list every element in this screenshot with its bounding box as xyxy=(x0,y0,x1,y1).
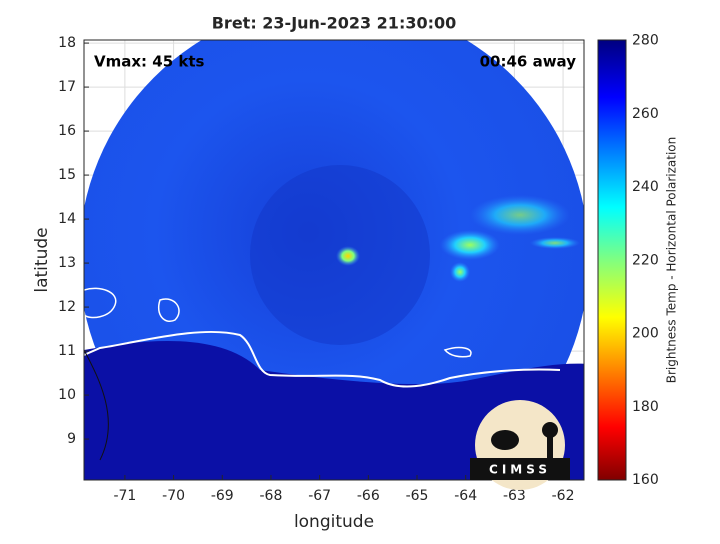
y-tick-label: 16 xyxy=(58,123,76,139)
x-tick-label: -71 xyxy=(113,488,136,504)
x-tick-label: -64 xyxy=(454,488,477,504)
colorbar-tick-label: 200 xyxy=(632,326,659,342)
y-tick-label: 12 xyxy=(58,299,76,315)
y-tick-label: 11 xyxy=(58,343,76,359)
x-axis-label: longitude xyxy=(294,512,374,532)
ticks: -71 -70 -69 -68 -67 -66 -65 -64 -63 -62 9 10 11 12 13 1… xyxy=(58,33,659,504)
axes-box xyxy=(83,39,585,481)
x-tick-label: -70 xyxy=(162,488,185,504)
colorbar-label: Brightness Temp - Horizontal Polarizatio… xyxy=(665,137,679,384)
colorbar-tick-label: 160 xyxy=(632,472,659,488)
y-tick-label: 13 xyxy=(58,255,76,271)
y-tick-label: 14 xyxy=(58,211,76,227)
colorbar xyxy=(597,39,627,481)
y-tick-label: 15 xyxy=(58,167,76,183)
x-tick-label: -63 xyxy=(503,488,526,504)
logo: CIMSS xyxy=(470,400,570,490)
annotation: 00:46 away xyxy=(480,53,577,71)
x-tick-label: -69 xyxy=(211,488,234,504)
x-tick-label: -62 xyxy=(552,488,575,504)
y-tick-label: 10 xyxy=(58,387,76,403)
colorbar-tick-label: 280 xyxy=(632,33,659,49)
logo-text: CIMSS xyxy=(489,463,551,477)
x-tick-label: -66 xyxy=(357,488,380,504)
y-axis-label: latitude xyxy=(32,227,52,292)
y-tick-label: 9 xyxy=(67,431,76,447)
annotation: Vmax: 45 kts xyxy=(94,53,204,71)
y-tick-label: 17 xyxy=(58,79,76,95)
x-tick-label: -65 xyxy=(406,488,429,504)
colorbar-tick-label: 220 xyxy=(632,252,659,268)
y-tick-label: 18 xyxy=(58,35,76,51)
x-tick-label: -68 xyxy=(260,488,283,504)
chart-title: Bret: 23-Jun-2023 21:30:00 xyxy=(212,14,457,33)
colorbar-tick-label: 260 xyxy=(632,106,659,122)
colorbar-tick-label: 240 xyxy=(632,179,659,195)
x-tick-label: -67 xyxy=(308,488,331,504)
colorbar-tick-label: 180 xyxy=(632,399,659,415)
imagery xyxy=(84,40,584,480)
